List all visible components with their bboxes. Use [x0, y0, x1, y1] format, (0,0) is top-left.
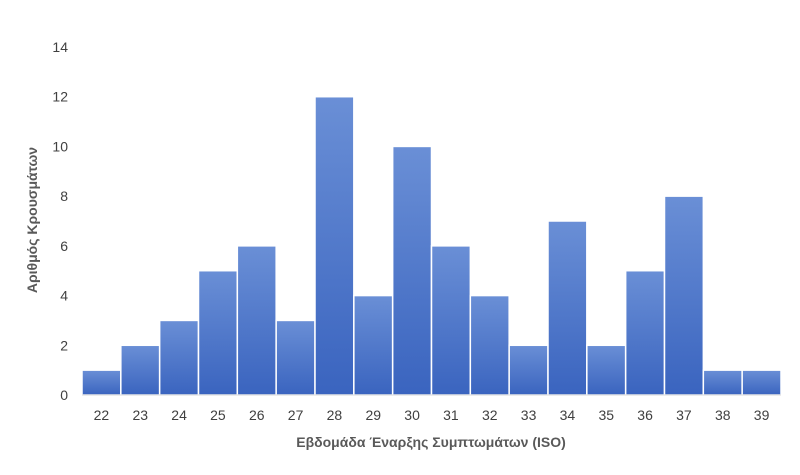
bar-week-39	[741, 369, 782, 396]
bar-week-25	[197, 269, 239, 396]
x-axis-ticks: 22 23 24 25 26 27 28 29 30 31 32 33 34 35 36 37 38 39	[94, 407, 770, 423]
bar-week-30	[391, 145, 433, 396]
bar-week-36	[624, 269, 666, 396]
x-tick-label: 39	[754, 407, 770, 423]
x-tick-label: 29	[365, 407, 381, 423]
x-tick-label: 30	[404, 407, 420, 423]
x-tick-label: 24	[171, 407, 187, 423]
x-tick-label: 32	[482, 407, 498, 423]
bar-week-34	[547, 220, 588, 396]
x-tick-label: 33	[521, 407, 537, 423]
x-tick-label: 25	[210, 407, 226, 423]
bars-group	[81, 95, 782, 396]
bar-week-26	[236, 245, 277, 396]
bar-week-23	[120, 344, 161, 396]
y-tick-label: 6	[60, 238, 68, 254]
x-tick-label: 35	[598, 407, 614, 423]
x-tick-label: 23	[132, 407, 148, 423]
bar-week-33	[508, 344, 549, 396]
y-tick-label: 2	[60, 337, 68, 353]
x-tick-label: 38	[715, 407, 731, 423]
bar-week-31	[430, 245, 472, 396]
x-tick-label: 27	[288, 407, 304, 423]
x-tick-label: 26	[249, 407, 265, 423]
y-axis-ticks: 0 2 4 6 8 10 12 14	[52, 39, 68, 403]
bar-week-24	[158, 319, 200, 396]
bar-week-28	[314, 95, 355, 396]
bar-week-35	[586, 344, 627, 396]
y-tick-label: 4	[60, 288, 68, 304]
bar-week-37	[663, 195, 705, 396]
y-tick-label: 14	[52, 39, 68, 55]
bar-week-29	[353, 294, 394, 396]
x-axis-title: Εβδομάδα Έναρξης Συμπτωμάτων (ISO)	[296, 434, 566, 450]
bar-week-27	[275, 319, 316, 396]
y-axis-title: Αριθμός Κρουσμάτων	[24, 147, 40, 293]
y-tick-label: 8	[60, 188, 68, 204]
bar-week-32	[469, 294, 510, 396]
y-tick-label: 0	[60, 387, 68, 403]
x-tick-label: 36	[637, 407, 653, 423]
y-tick-label: 12	[52, 89, 68, 105]
x-tick-label: 37	[676, 407, 692, 423]
x-tick-label: 34	[560, 407, 576, 423]
x-tick-label: 28	[327, 407, 343, 423]
x-tick-label: 22	[94, 407, 110, 423]
x-tick-label: 31	[443, 407, 459, 423]
bar-week-38	[702, 369, 743, 396]
y-tick-label: 10	[52, 138, 68, 154]
bar-week-22	[81, 369, 122, 396]
